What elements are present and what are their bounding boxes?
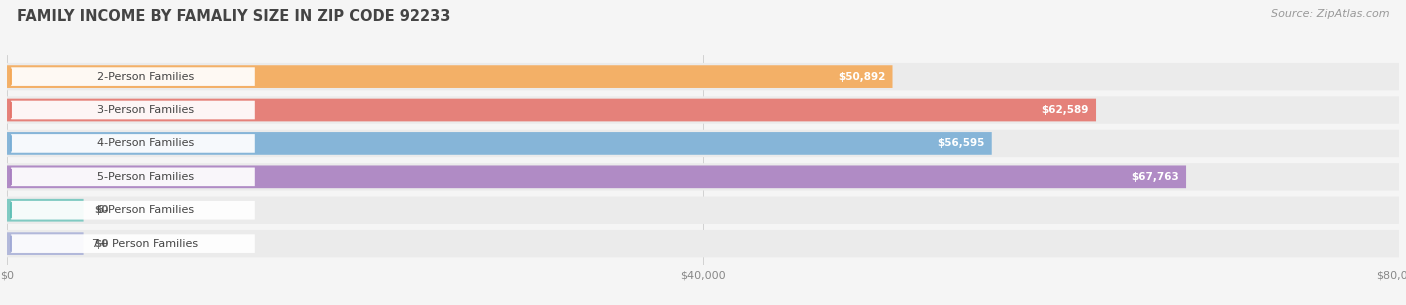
Text: 7+ Person Families: 7+ Person Families bbox=[93, 239, 198, 249]
Text: FAMILY INCOME BY FAMALIY SIZE IN ZIP CODE 92233: FAMILY INCOME BY FAMALIY SIZE IN ZIP COD… bbox=[17, 9, 450, 24]
FancyBboxPatch shape bbox=[11, 101, 254, 119]
FancyBboxPatch shape bbox=[7, 230, 1399, 257]
FancyBboxPatch shape bbox=[11, 234, 254, 253]
Text: $0: $0 bbox=[94, 239, 110, 249]
Text: Source: ZipAtlas.com: Source: ZipAtlas.com bbox=[1271, 9, 1389, 19]
FancyBboxPatch shape bbox=[11, 67, 254, 86]
FancyBboxPatch shape bbox=[7, 232, 83, 255]
Text: 3-Person Families: 3-Person Families bbox=[97, 105, 194, 115]
FancyBboxPatch shape bbox=[7, 65, 893, 88]
FancyBboxPatch shape bbox=[7, 63, 1399, 90]
Text: $67,763: $67,763 bbox=[1132, 172, 1180, 182]
FancyBboxPatch shape bbox=[7, 199, 83, 222]
FancyBboxPatch shape bbox=[11, 167, 254, 186]
FancyBboxPatch shape bbox=[7, 196, 1399, 224]
Text: 2-Person Families: 2-Person Families bbox=[97, 72, 194, 82]
FancyBboxPatch shape bbox=[7, 166, 1187, 188]
Text: $56,595: $56,595 bbox=[938, 138, 984, 149]
FancyBboxPatch shape bbox=[7, 132, 991, 155]
FancyBboxPatch shape bbox=[7, 99, 1097, 121]
Text: $0: $0 bbox=[94, 205, 110, 215]
Text: $50,892: $50,892 bbox=[838, 72, 886, 82]
FancyBboxPatch shape bbox=[7, 130, 1399, 157]
FancyBboxPatch shape bbox=[7, 96, 1399, 124]
Text: 6-Person Families: 6-Person Families bbox=[97, 205, 194, 215]
Text: $62,589: $62,589 bbox=[1042, 105, 1090, 115]
Text: 4-Person Families: 4-Person Families bbox=[97, 138, 194, 149]
FancyBboxPatch shape bbox=[11, 134, 254, 153]
Text: 5-Person Families: 5-Person Families bbox=[97, 172, 194, 182]
FancyBboxPatch shape bbox=[7, 163, 1399, 191]
FancyBboxPatch shape bbox=[11, 201, 254, 220]
